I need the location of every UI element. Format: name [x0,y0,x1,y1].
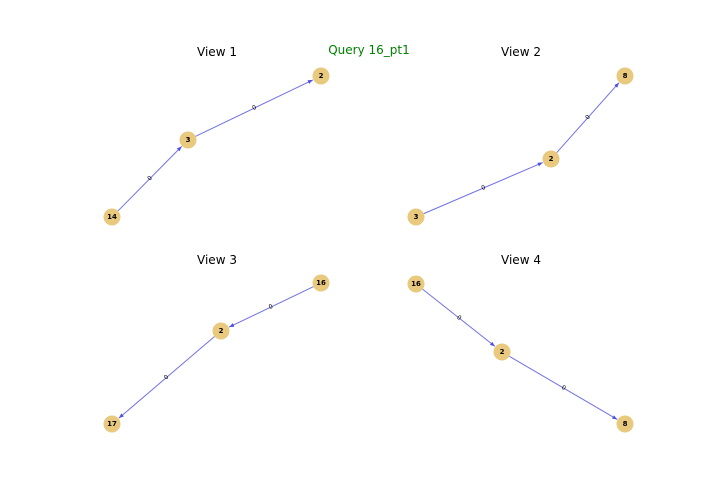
node-16 [407,275,425,293]
node-3 [179,131,197,149]
view-2: View 2 0 0 3 2 8 [407,45,634,226]
node-label: 16 [411,280,421,288]
node-2 [542,150,560,168]
node-14 [103,208,121,226]
edge-3-2 [195,79,314,137]
view-title: View 2 [501,45,541,59]
edge-label: 0 [480,184,486,192]
edge-label: 0 [268,303,275,311]
node-label: 8 [623,72,628,80]
node-label: 14 [107,213,117,221]
node-8 [616,415,634,433]
node-label: 2 [319,72,324,80]
node-16 [312,274,330,292]
edge-label: 0 [584,114,592,122]
node-3 [407,208,425,226]
edge-16-2 [228,286,314,328]
node-label: 3 [186,136,191,144]
node-2 [493,343,511,361]
figure-title: Query 16_pt1 [328,43,410,57]
node-label: 16 [316,279,326,287]
view-title: View 4 [501,253,541,267]
edge-2-8 [556,82,620,153]
view-title: View 3 [197,253,237,267]
view-title: View 1 [197,45,237,59]
node-17 [103,415,121,433]
edge-label: 0 [455,314,462,322]
node-label: 2 [500,348,505,356]
node-8 [616,67,634,85]
node-2 [212,322,230,340]
node-2 [312,67,330,85]
edge-2-17 [118,336,215,419]
edge-16-2 [422,288,496,347]
edge-3-2 [423,162,543,215]
view-4: View 4 0 0 16 2 8 [407,253,634,433]
node-label: 8 [623,420,628,428]
node-label: 17 [107,420,117,428]
view-3: View 3 0 0 16 2 17 [103,253,330,433]
view-1: View 1 0 0 14 3 2 [103,45,330,226]
node-label: 2 [219,327,224,335]
edge-label: 0 [560,384,567,392]
edge-label: 0 [146,175,154,183]
edge-label: 0 [251,104,258,112]
node-label: 3 [414,213,419,221]
edge-2-8 [509,355,618,420]
edge-14-3 [117,146,183,212]
edge-label: 0 [163,373,171,381]
node-label: 2 [549,155,554,163]
